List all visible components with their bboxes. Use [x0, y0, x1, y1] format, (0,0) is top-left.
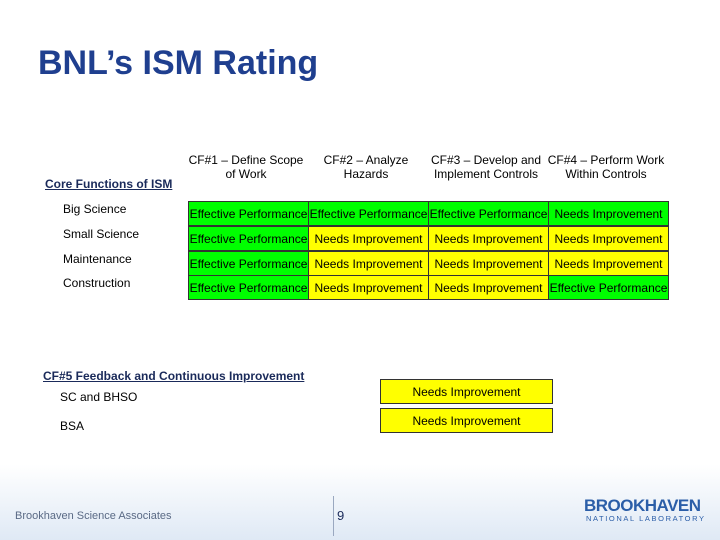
cf5-title: CF#5 Feedback and Continuous Improvement — [43, 369, 305, 383]
status-cell: Needs Improvement — [428, 226, 549, 251]
row-label: BSA — [60, 419, 85, 433]
column-header: CF#3 – Develop and Implement Controls — [430, 153, 542, 181]
status-cell: Effective Performance — [188, 251, 309, 276]
status-cell: Effective Performance — [188, 201, 309, 226]
logo-sub: NATIONAL LABORATORY — [586, 514, 706, 523]
status-cell: Effective Performance — [308, 201, 429, 226]
row-label: SC and BHSO — [60, 390, 138, 404]
status-cell: Needs Improvement — [548, 251, 669, 276]
status-cell: Needs Improvement — [380, 408, 553, 433]
status-cell: Needs Improvement — [548, 201, 669, 226]
row-label: Big Science — [63, 202, 127, 216]
status-cell: Needs Improvement — [428, 251, 549, 276]
status-cell: Effective Performance — [548, 275, 669, 300]
row-label: Construction — [63, 276, 131, 290]
column-header: CF#4 – Perform Work Within Controls — [547, 153, 665, 181]
column-header: CF#2 – Analyze Hazards — [323, 153, 409, 181]
footer-text: Brookhaven Science Associates — [15, 510, 172, 522]
status-cell: Needs Improvement — [548, 226, 669, 251]
status-cell: Needs Improvement — [308, 226, 429, 251]
row-label: Maintenance — [63, 252, 132, 266]
divider — [333, 496, 334, 536]
status-cell: Effective Performance — [428, 201, 549, 226]
status-cell: Effective Performance — [188, 226, 309, 251]
table-corner: Core Functions of ISM — [45, 177, 173, 191]
status-cell: Needs Improvement — [380, 379, 553, 404]
page-number: 9 — [337, 508, 345, 523]
row-label: Small Science — [63, 227, 140, 241]
column-header: CF#1 – Define Scope of Work — [188, 153, 304, 181]
slide-title: BNL’s ISM Rating — [38, 44, 319, 82]
logo: BROOKHAVEN — [584, 496, 701, 515]
status-cell: Needs Improvement — [308, 275, 429, 300]
status-cell: Effective Performance — [188, 275, 309, 300]
status-cell: Needs Improvement — [308, 251, 429, 276]
status-cell: Needs Improvement — [428, 275, 549, 300]
